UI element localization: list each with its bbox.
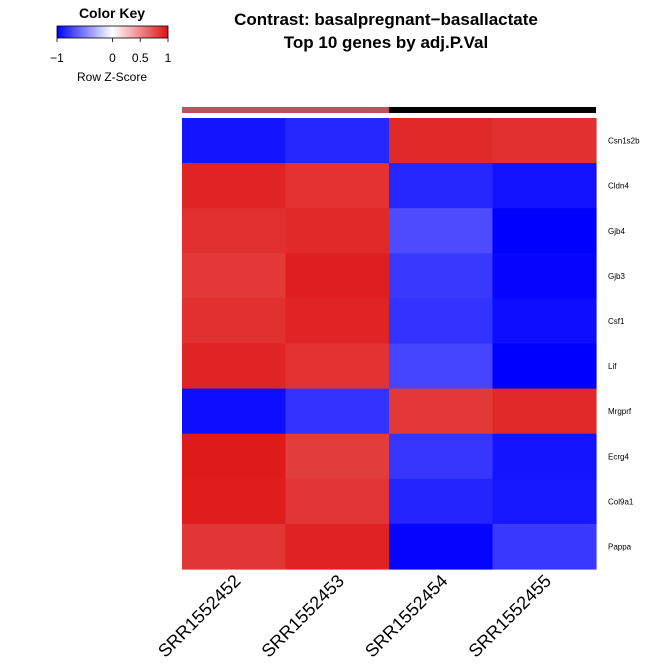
row-label: Ecrg4 xyxy=(608,452,629,461)
row-label: Gjb3 xyxy=(608,272,625,281)
color-key-tick-label: 1 xyxy=(165,51,172,65)
heatmap-cell xyxy=(389,523,494,570)
heatmap-cell xyxy=(285,433,390,480)
heatmap-cell xyxy=(182,118,287,164)
column-group-segment xyxy=(389,107,596,113)
row-label: Pappa xyxy=(608,542,632,551)
heatmap-cell xyxy=(285,163,390,209)
row-label: Csn1s2b xyxy=(608,137,640,146)
heatmap-cell xyxy=(182,343,287,390)
color-key-gradient-bar xyxy=(56,25,169,39)
heatmap-cell xyxy=(389,433,494,480)
heatmap-cell xyxy=(285,253,390,299)
column-label: SRR1552454 xyxy=(361,571,452,662)
row-label: Mrgprf xyxy=(608,407,632,416)
column-group-segment xyxy=(182,107,389,113)
row-labels: Csn1s2b Cldn4 Gjb4 Gjb3 Csf1 Lif Mrgprf Ecrg4 Co… xyxy=(608,137,640,552)
heatmap-cell xyxy=(492,343,597,390)
heatmap-cell xyxy=(492,478,597,525)
heatmap-cell xyxy=(182,163,287,209)
heatmap-cell xyxy=(285,118,390,164)
color-key-title: Color Key xyxy=(79,5,145,21)
heatmap-cell xyxy=(285,343,390,390)
heatmap-cell xyxy=(182,253,287,299)
heatmap-cell xyxy=(389,388,494,435)
color-key: Color Key −1 0 0.5 1 Row Z-Score xyxy=(50,5,172,84)
row-label: Csf1 xyxy=(608,317,625,326)
heatmap-cell xyxy=(285,478,390,525)
color-key-ticks: −1 0 0.5 1 xyxy=(50,38,172,65)
heatmap-cells xyxy=(182,118,597,570)
heatmap-cell xyxy=(389,298,494,345)
heatmap-cell xyxy=(285,388,390,435)
column-label: SRR1552455 xyxy=(465,571,556,662)
row-label: Col9a1 xyxy=(608,497,634,506)
color-key-axis-label: Row Z-Score xyxy=(77,70,147,84)
heatmap-cell xyxy=(285,298,390,345)
heatmap-cell xyxy=(182,388,287,435)
heatmap-cell xyxy=(389,118,494,164)
heatmap-cell xyxy=(182,433,287,480)
heatmap-cell xyxy=(182,298,287,345)
heatmap-cell xyxy=(389,343,494,390)
row-label: Lif xyxy=(608,362,617,371)
row-label: Cldn4 xyxy=(608,182,629,191)
heatmap-cell xyxy=(182,208,287,254)
heatmap-cell xyxy=(492,388,597,435)
chart-title-line-2: Top 10 genes by adj.P.Val xyxy=(284,33,488,52)
heatmap-cell xyxy=(492,163,597,209)
heatmap-cell xyxy=(492,208,597,254)
heatmap-cell xyxy=(389,208,494,254)
column-labels: SRR1552452 SRR1552453 SRR1552454 SRR1552455 xyxy=(154,571,555,662)
heatmap-cell xyxy=(285,523,390,570)
chart-title-line-1: Contrast: basalpregnant−basallactate xyxy=(234,10,538,29)
column-label: SRR1552453 xyxy=(258,571,349,662)
heatmap-cell xyxy=(492,523,597,570)
color-key-tick-label: 0 xyxy=(109,51,116,65)
heatmap-cell xyxy=(492,253,597,299)
heatmap-cell xyxy=(389,253,494,299)
heatmap-cell xyxy=(182,523,287,570)
heatmap-cell xyxy=(389,478,494,525)
row-label: Gjb4 xyxy=(608,227,625,236)
heatmap-cell xyxy=(492,298,597,345)
column-group-bar xyxy=(182,107,596,113)
color-key-tick-label: −1 xyxy=(50,51,64,65)
heatmap-cell xyxy=(182,478,287,525)
heatmap-cell xyxy=(389,163,494,209)
color-key-tick-label: 0.5 xyxy=(132,51,149,65)
heatmap-cell xyxy=(492,118,597,164)
heatmap-cell xyxy=(285,208,390,254)
column-label: SRR1552452 xyxy=(154,571,245,662)
heatmap-cell xyxy=(492,433,597,480)
